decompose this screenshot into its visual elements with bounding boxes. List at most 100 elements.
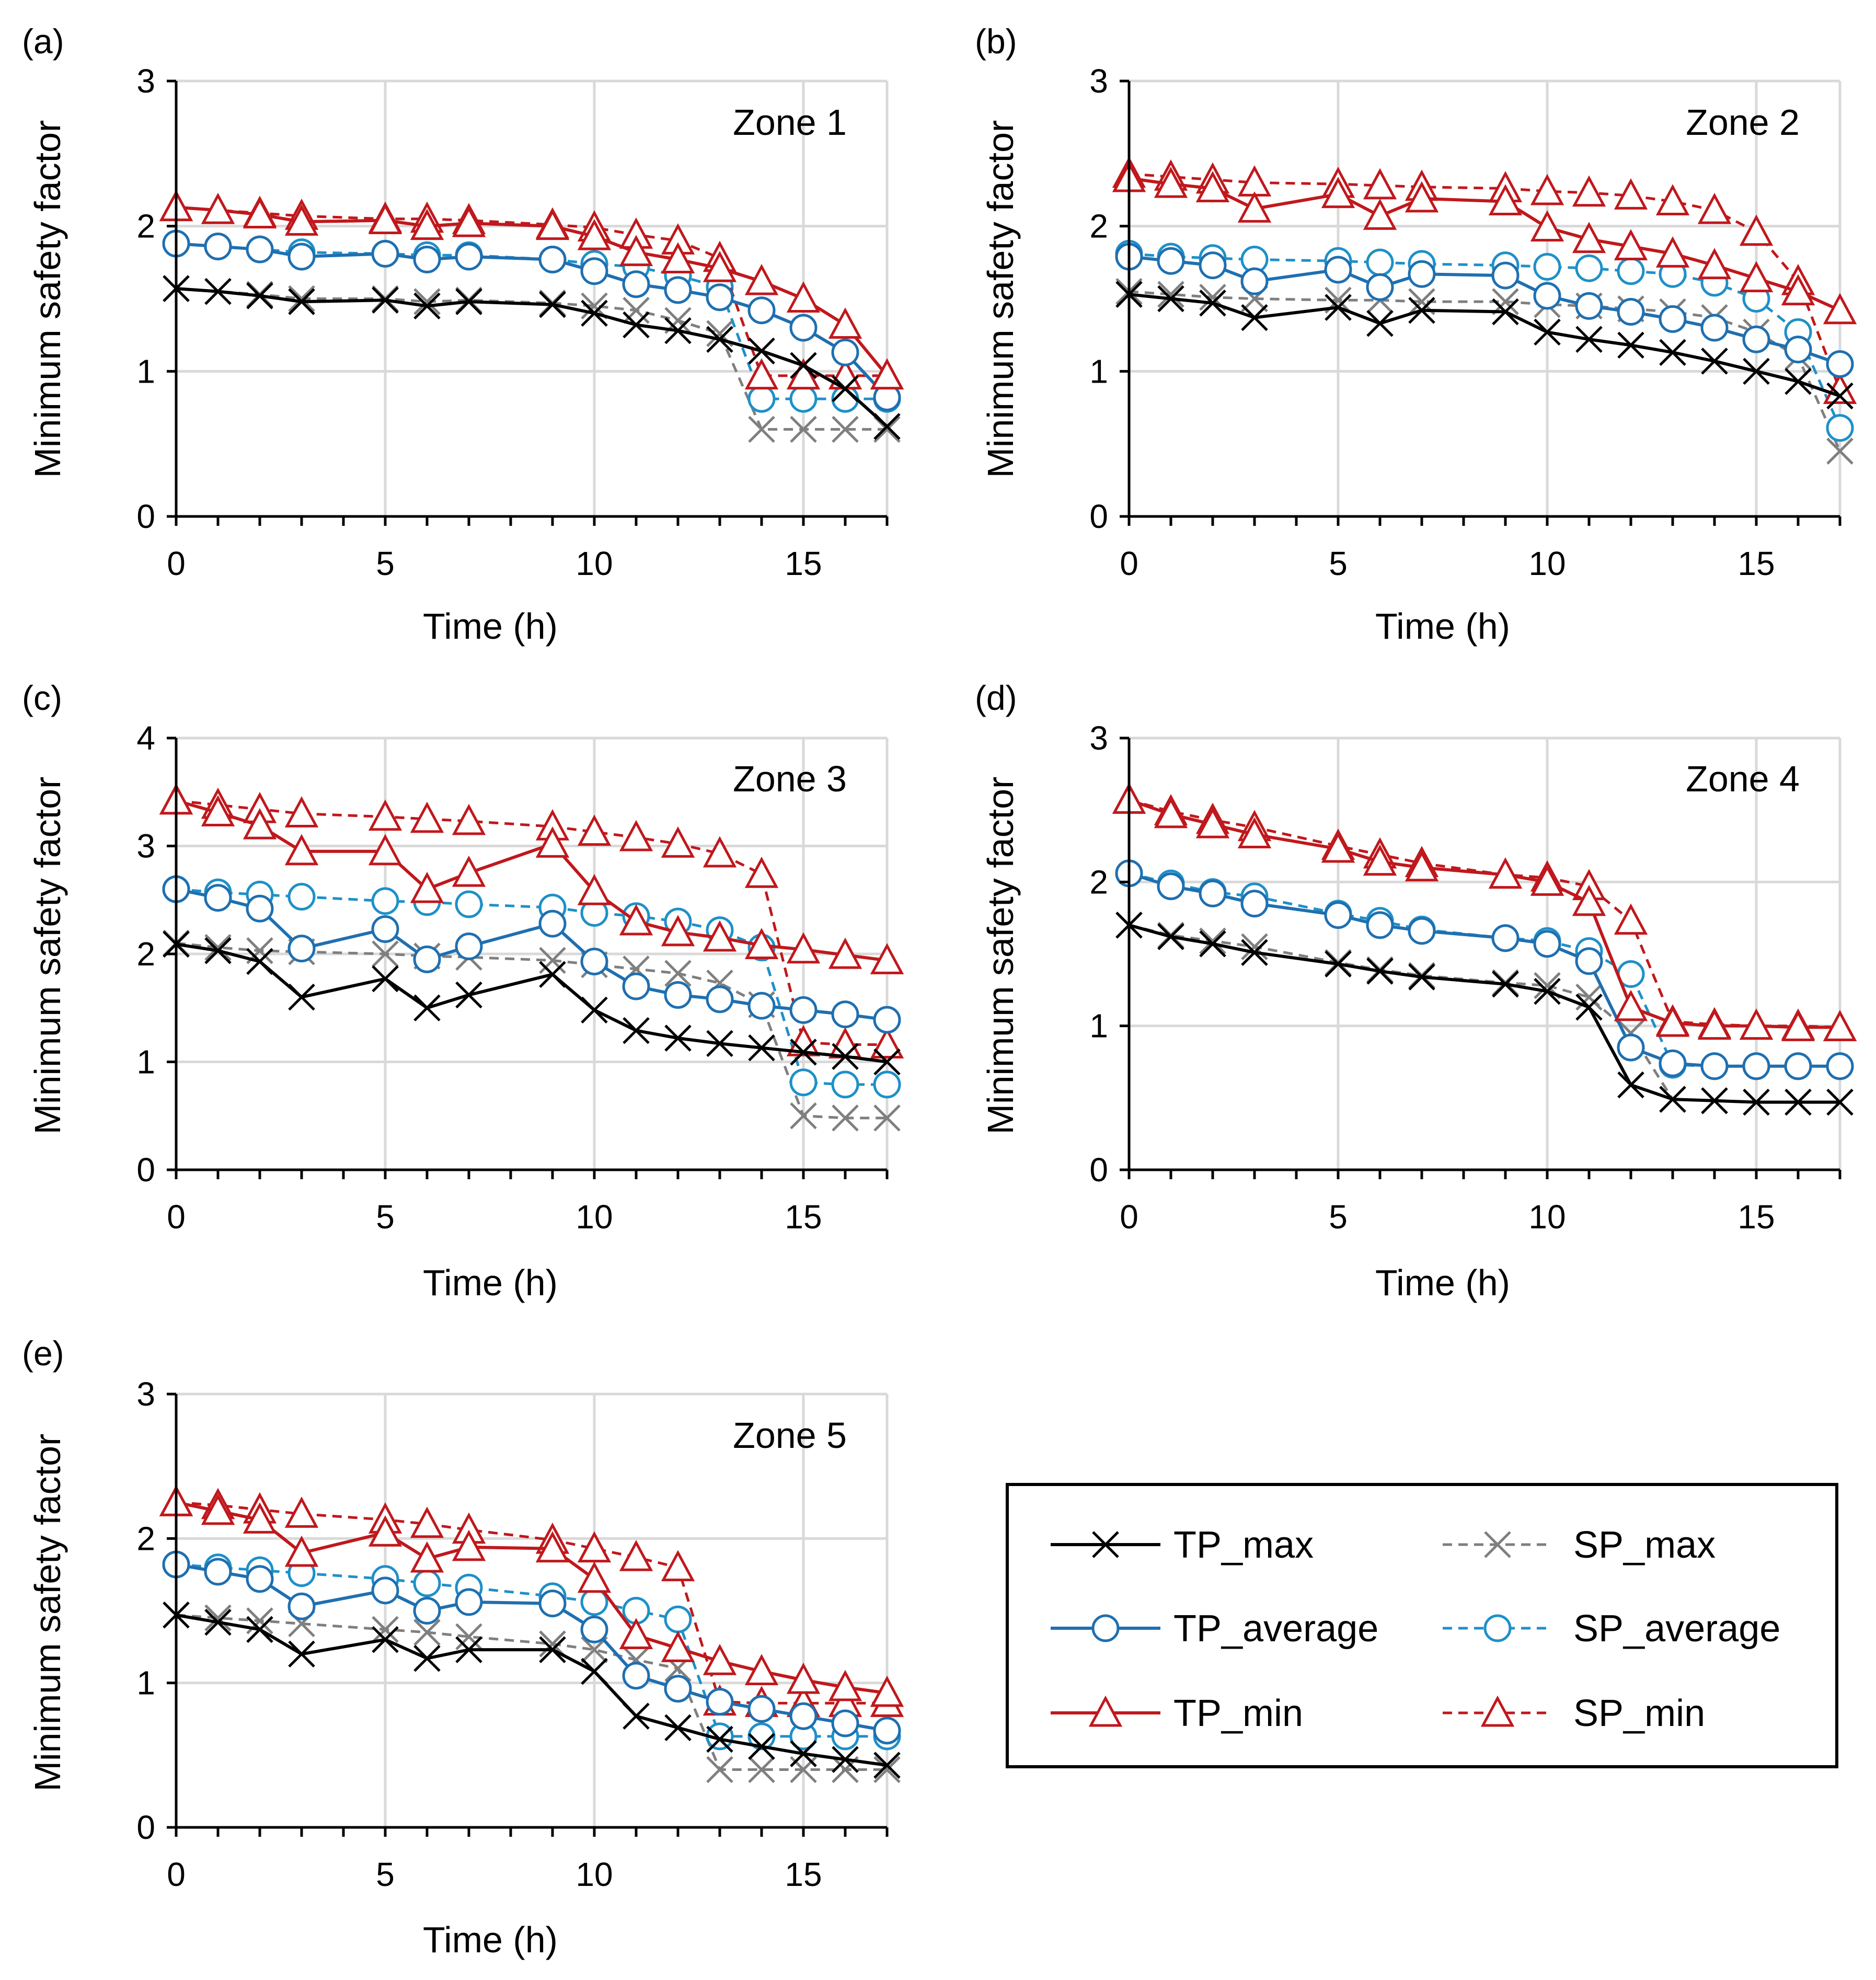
data-point-tp-max [1743,1088,1770,1116]
data-point-sp-max [790,416,817,443]
data-point-tp-average [747,296,776,325]
series-line-sp-average [1129,252,1842,429]
data-point-tp-min [1530,865,1564,896]
data-point-sp-max [204,1604,232,1632]
data-point-tp-max [1575,326,1603,353]
data-point-sp-max [832,1104,859,1132]
series-line-tp-min [1129,798,1840,1029]
data-point-tp-average [831,338,859,366]
data-point-tp-min [1488,857,1523,889]
axes [167,1392,889,1837]
data-point-tp-average [371,915,399,943]
data-point-tp-min [828,937,862,969]
data-point-tp-max [455,981,482,1009]
y-tick-label: 2 [136,935,155,973]
data-point-tp-average [246,235,274,263]
data-point-tp-max [539,1636,566,1663]
data-point-tp-min [201,192,235,224]
data-point-sp-min [1530,174,1564,205]
data-point-tp-max [288,983,315,1011]
data-point-tp-min [703,1643,737,1675]
x-axis-title: Time (h) [423,1262,558,1303]
data-point-tp-average [1700,1052,1729,1080]
data-point-sp-min [1614,178,1648,210]
data-point-tp-min [535,826,570,858]
data-point-tp-average [622,972,650,1000]
series-line-tp-min [1129,177,1841,312]
data-point-tp-max [706,1725,733,1753]
x-axis-title: Time (h) [423,1919,558,1960]
data-point-sp-max [539,947,566,974]
data-point-tp-average [622,270,650,298]
zone-title: Zone 3 [733,758,847,799]
series-tp-max [163,930,901,1076]
data-point-tp-average [580,1615,608,1643]
series-line-sp-average [176,888,887,1086]
data-point-tp-max [1617,331,1644,359]
data-point-tp-max [1785,1088,1812,1116]
x-tick-label: 5 [376,545,395,582]
series-layer [159,1484,904,1783]
data-point-tp-average [664,276,692,304]
legend-label-sp-min: SP_min [1573,1693,1705,1734]
y-tick-label: 0 [136,1151,155,1189]
data-point-tp-max [664,1714,692,1742]
data-point-tp-average [622,1662,650,1690]
data-point-tp-average [664,1675,692,1703]
data-point-tp-average [413,1597,441,1625]
data-point-tp-min [452,205,486,237]
data-point-tp-min [1697,1008,1732,1040]
legend-label-sp-average: SP_average [1573,1608,1780,1650]
legend-label-tp-min: TP_min [1173,1693,1303,1734]
data-point-sp-max [623,296,650,324]
legend-label-sp-max: SP_max [1573,1524,1716,1566]
data-point-tp-max [204,278,232,305]
data-point-sp-max [748,416,775,443]
data-point-tp-min [703,250,737,282]
data-point-tp-max [413,292,441,320]
data-point-tp-min [1363,844,1397,876]
data-point-tp-max [832,1746,859,1773]
data-point-sp-min [1572,175,1606,207]
data-point-sp-max [455,1623,482,1651]
series-tp-min [159,190,904,390]
data-point-tp-min [1781,274,1815,306]
data-point-tp-average [664,981,692,1009]
data-point-tp-min [243,808,277,839]
data-point-tp-average [1408,260,1436,288]
data-point-tp-min [243,197,277,228]
data-point-tp-min [1781,1010,1815,1041]
data-point-sp-max [1157,281,1184,308]
data-point-tp-min [1195,807,1230,838]
data-point-tp-average [371,239,399,268]
panel-c: 0 1 2 3 4 0 5 10 15 (c) Zone 3 Time (h) Minimum … [22,678,904,1303]
data-point-tp-min [1195,171,1230,202]
data-point-tp-max [790,352,817,379]
series-line-tp-max [176,287,889,428]
data-point-sp-average [413,1569,441,1597]
data-point-tp-min [1655,1005,1690,1037]
data-point-tp-min [619,1618,653,1649]
panel-d: 0 1 2 3 0 5 10 15 (d) Zone 4 Time (h) Minimum s… [975,678,1857,1303]
data-point-sp-min [1614,903,1648,935]
data-point-sp-min [1823,373,1857,404]
data-point-tp-min [661,242,695,274]
data-point-tp-max [372,965,399,993]
data-point-tp-min [1154,166,1188,198]
data-point-tp-max [748,337,775,365]
series-tp-min [159,1484,904,1707]
data-point-tp-max [1826,1088,1854,1116]
series-tp-min [1112,782,1857,1041]
data-point-tp-average [1659,1049,1687,1077]
data-point-tp-average [287,243,316,271]
data-point-sp-min [410,801,444,833]
series-line-tp-average [1129,255,1840,366]
y-axis-title: Minimum safety factor [27,120,68,478]
data-point-tp-min [201,1493,235,1525]
data-point-tp-max [1575,994,1603,1021]
data-point-tp-min [828,1670,862,1701]
series-line-sp-average [176,1563,887,1738]
data-point-sp-max [706,1756,733,1783]
data-point-tp-max [1701,348,1728,375]
y-tick-label: 2 [1089,208,1108,245]
